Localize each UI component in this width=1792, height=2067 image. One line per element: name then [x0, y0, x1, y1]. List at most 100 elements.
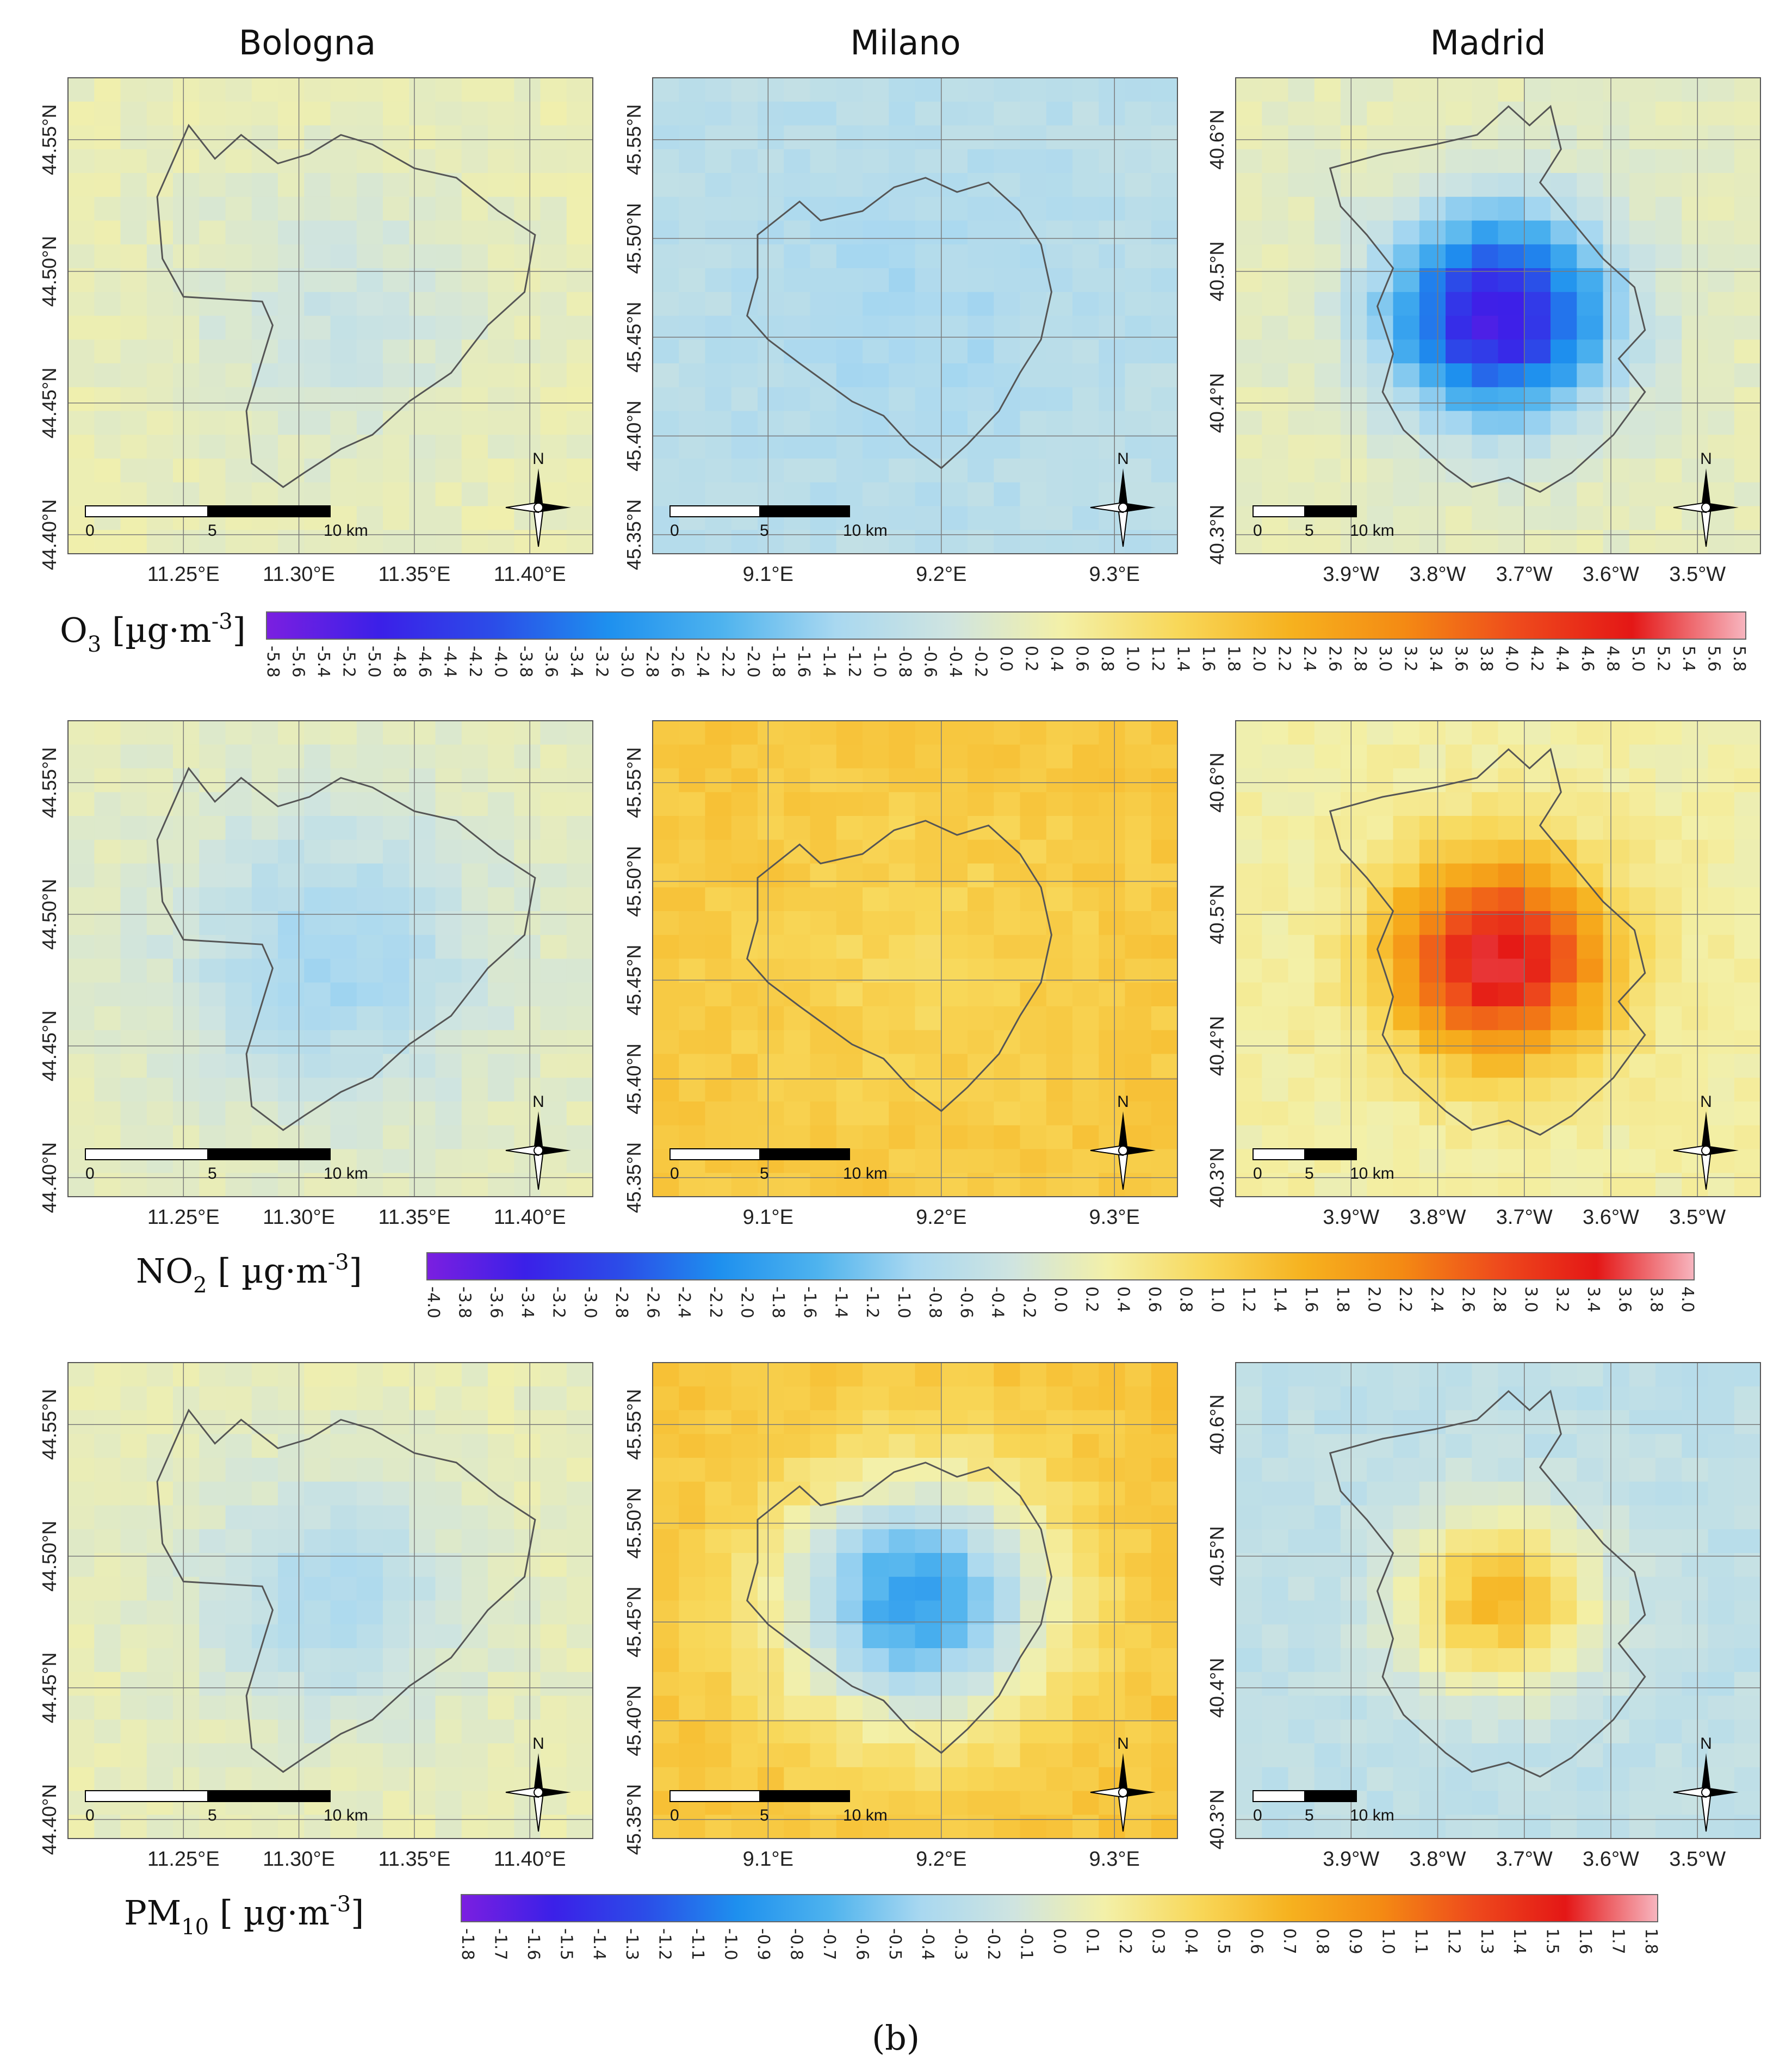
colorbar-tick-label: 1.0 — [1207, 1286, 1226, 1313]
heatmap-cell — [94, 744, 121, 769]
heatmap-cell — [146, 173, 173, 197]
heatmap-cell — [1125, 1624, 1152, 1649]
heatmap-cell — [1046, 339, 1073, 364]
heatmap-cell — [1524, 220, 1551, 245]
heatmap-cell — [1151, 1101, 1178, 1126]
heatmap-cell — [94, 721, 121, 745]
colorbar-tick-label: -1.5 — [556, 1928, 575, 1960]
heatmap-cell — [1446, 1054, 1472, 1078]
heatmap-cell — [1682, 982, 1709, 1007]
heatmap-cell — [1682, 1624, 1709, 1649]
heatmap-cell — [653, 1695, 679, 1720]
heatmap-cell — [915, 292, 942, 317]
heatmap-cell — [146, 1743, 173, 1768]
heatmap-cell — [1262, 1386, 1289, 1411]
heatmap-cell — [1682, 1458, 1709, 1482]
heatmap-cell — [836, 816, 863, 840]
heatmap-cell — [1099, 220, 1126, 245]
heatmap-cell — [1472, 1505, 1499, 1530]
heatmap-cell — [1151, 530, 1178, 554]
heatmap-cell — [915, 1553, 942, 1577]
heatmap-cell — [514, 721, 541, 745]
heatmap-cell — [731, 839, 758, 864]
colorbar-no2: -4.0 -3.8 -3.6 -3.4 -3.2 -3.0 -2.8 -2.6 -2.4 -2.2… — [136, 1250, 1697, 1319]
heatmap-cell — [1262, 1529, 1289, 1554]
heatmap-cell — [1314, 1767, 1341, 1792]
heatmap-cell — [1419, 1791, 1446, 1815]
heatmap-cell — [173, 387, 200, 412]
heatmap-cell — [1393, 1553, 1420, 1577]
heatmap-cell — [1367, 268, 1394, 293]
heatmap-cell — [566, 78, 593, 102]
heatmap-cell — [968, 721, 994, 745]
heatmap-cell — [994, 1672, 1021, 1697]
heatmap-cell — [94, 768, 121, 793]
heatmap-cell — [435, 125, 462, 150]
heatmap-cell — [1236, 1553, 1262, 1577]
heatmap-cell — [1314, 1054, 1341, 1078]
heatmap-cell — [68, 315, 95, 340]
heatmap-cell — [1419, 387, 1446, 412]
heatmap-cell — [653, 459, 679, 483]
heatmap-cell — [1682, 244, 1709, 269]
heatmap-cell — [758, 1078, 784, 1102]
heatmap-cell — [1472, 101, 1499, 126]
heatmap-cell — [173, 935, 200, 960]
heatmap-cell — [120, 1054, 147, 1078]
heatmap-cell — [68, 268, 95, 293]
heatmap-cell — [863, 1410, 889, 1434]
heatmap-cell — [1125, 435, 1152, 459]
heatmap-cell — [1072, 1149, 1099, 1173]
heatmap-cell — [1577, 839, 1604, 864]
heatmap-cell — [225, 482, 252, 507]
heatmap-cell — [994, 339, 1021, 364]
heatmap-cell — [1072, 1505, 1099, 1530]
heatmap-cell — [278, 1006, 305, 1031]
heatmap-cell — [810, 292, 837, 317]
pollutant-subscript: 2 — [193, 1273, 207, 1298]
scale-bar-black — [207, 1148, 331, 1160]
heatmap-cell — [1708, 1173, 1735, 1197]
heatmap-cell — [1341, 1458, 1367, 1482]
heatmap-cell — [94, 1624, 121, 1649]
heatmap-cell — [383, 768, 410, 793]
heatmap-cell — [1125, 887, 1152, 912]
heatmap-cell — [461, 268, 488, 293]
colorbar-tick-label: -1.6 — [794, 646, 813, 678]
heatmap-cell — [758, 530, 784, 554]
heatmap-cell — [1603, 863, 1630, 888]
heatmap-cell — [705, 1054, 732, 1078]
heatmap-cell — [1655, 839, 1682, 864]
heatmap-cell — [330, 387, 357, 412]
heatmap-cell — [1341, 768, 1367, 793]
colorbars: -5.8 -5.6 -5.4 -5.2 -5.0 -4.8 -4.6 -4.4 -4.2 -4.0… — [60, 609, 1748, 1960]
heatmap-cell — [120, 220, 147, 245]
heatmap-cell — [1367, 1815, 1394, 1839]
heatmap-cell — [514, 1481, 541, 1506]
heatmap-cell — [1020, 721, 1047, 745]
heatmap-cell — [68, 1363, 95, 1387]
heatmap-cell — [1682, 1600, 1709, 1625]
heatmap-cell — [1472, 1173, 1499, 1197]
y-tick-label: 44.40°N — [38, 1142, 60, 1213]
heatmap-cell — [1524, 101, 1551, 126]
heatmap-cell — [1603, 1743, 1630, 1768]
heatmap-cell — [488, 196, 514, 221]
heatmap-cell — [863, 1529, 889, 1554]
heatmap-cell — [863, 935, 889, 960]
heatmap-cell — [1125, 1054, 1152, 1078]
heatmap-cell — [1151, 1410, 1178, 1434]
heatmap-cell — [1446, 1363, 1472, 1387]
heatmap-cell — [1734, 792, 1761, 816]
heatmap-cell — [1288, 768, 1315, 793]
heatmap-cell — [836, 1173, 863, 1197]
heatmap-cell — [1314, 958, 1341, 983]
colorbar-title: O3 [µg·m-3] — [60, 609, 246, 657]
heatmap-cell — [409, 292, 436, 317]
heatmap-cell — [705, 1363, 732, 1387]
colorbar-tick-label: 0.8 — [1176, 1286, 1195, 1313]
heatmap-cell — [304, 530, 331, 554]
heatmap-cell — [1341, 982, 1367, 1007]
heatmap-cell — [915, 1173, 942, 1197]
heatmap-cell — [461, 459, 488, 483]
